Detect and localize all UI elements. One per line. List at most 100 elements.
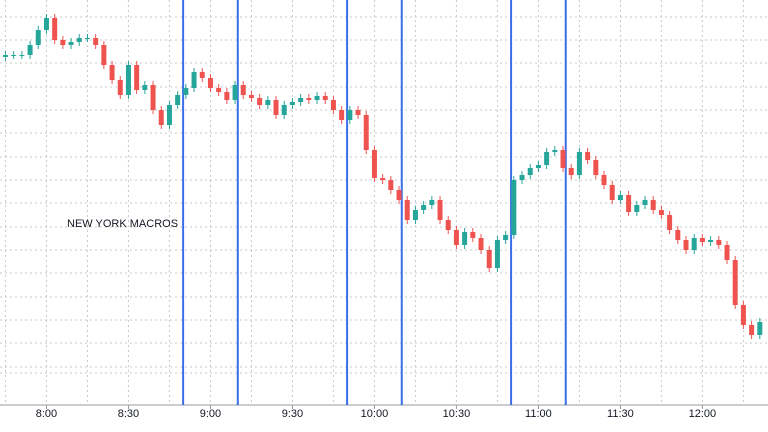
candle-body (19, 55, 25, 56)
candle-body (503, 235, 509, 240)
candle-body (437, 200, 443, 220)
candle-body (412, 210, 418, 220)
candle-body (199, 72, 205, 78)
candle-body (749, 325, 755, 335)
candle-body (535, 165, 541, 168)
candle-body (191, 72, 197, 88)
candle-body (68, 42, 74, 45)
candle-body (396, 190, 402, 200)
candle-body (125, 65, 131, 95)
candle-body (429, 200, 435, 205)
candle-body (626, 195, 632, 212)
candle-body (183, 88, 189, 95)
candle-body (117, 80, 123, 95)
candle-body (298, 98, 304, 102)
candle-body (257, 98, 263, 105)
candle-body (109, 65, 115, 80)
candle-body (347, 110, 353, 120)
candle-body (421, 205, 427, 210)
candle-body (166, 105, 172, 125)
candle-body (675, 230, 681, 240)
candle-body (683, 240, 689, 250)
candle-body (568, 168, 574, 175)
candle-body (224, 92, 230, 100)
x-tick-label: 11:30 (607, 408, 634, 420)
candle-body (216, 88, 222, 92)
candle-body (691, 238, 697, 250)
candle-body (371, 150, 377, 178)
candle-body (339, 110, 345, 120)
candle-body (158, 110, 164, 125)
candle-body (494, 240, 500, 268)
candle-body (306, 98, 312, 100)
candle-body (601, 175, 607, 185)
candle-body (35, 30, 41, 45)
candle-body (101, 45, 107, 65)
candle-body (84, 38, 90, 39)
candle-body (708, 240, 714, 242)
candle-body (462, 232, 468, 245)
x-tick-label: 9:00 (200, 408, 221, 420)
x-tick-label: 12:00 (689, 408, 717, 420)
x-tick-label: 10:30 (443, 408, 471, 420)
candle-body (699, 238, 705, 242)
candle-body (560, 150, 566, 168)
candle-body (134, 65, 140, 90)
x-tick-label: 11:00 (525, 408, 552, 420)
annotation: NEW YORK MACROS (67, 218, 178, 230)
candle-body (175, 95, 181, 105)
candle-body (757, 322, 763, 335)
candle-body (314, 96, 320, 100)
candle-body (658, 210, 664, 215)
candle-body (232, 85, 238, 100)
candle-body (93, 38, 99, 45)
candle-body (330, 100, 336, 110)
candle-body (322, 96, 328, 100)
candle-body (388, 180, 394, 190)
x-tick-label: 10:00 (361, 408, 389, 420)
candle-body (281, 105, 287, 115)
candle-body (43, 18, 49, 30)
candle-body (576, 152, 582, 175)
candle-body (445, 220, 451, 230)
candle-body (511, 180, 517, 235)
candle-body (142, 85, 148, 90)
candle-body (740, 305, 746, 325)
candle-body (650, 200, 656, 210)
candle-body (248, 95, 254, 98)
candle-body (363, 115, 369, 150)
candle-body (667, 215, 673, 230)
candle-body (380, 178, 386, 180)
candle-body (265, 100, 271, 105)
candle-body (724, 245, 730, 260)
candle-body (289, 102, 295, 105)
candle-body (642, 200, 648, 205)
candle-body (617, 195, 623, 200)
candle-body (486, 250, 492, 268)
candle-body (240, 85, 246, 95)
candle-body (355, 110, 361, 115)
candle-body (11, 55, 17, 56)
x-tick-label: 8:00 (36, 408, 57, 420)
candle-body (519, 175, 525, 180)
candle-body (60, 40, 66, 45)
candle-body (453, 230, 459, 245)
candle-body (593, 160, 599, 175)
candle-body (634, 205, 640, 212)
candle-body (527, 168, 533, 175)
candle-body (716, 240, 722, 245)
x-tick-label: 8:30 (118, 408, 139, 420)
candle-body (273, 100, 279, 115)
candle-body (552, 150, 558, 152)
candle-body (150, 85, 156, 110)
candle-body (609, 185, 615, 200)
candle-body (27, 45, 33, 55)
candle-body (544, 152, 550, 165)
candle-body (207, 78, 213, 88)
candle-body (585, 152, 591, 160)
candle-body (732, 260, 738, 305)
x-tick-label: 9:30 (282, 408, 303, 420)
candle-body (470, 232, 476, 238)
candle-body (404, 200, 410, 220)
